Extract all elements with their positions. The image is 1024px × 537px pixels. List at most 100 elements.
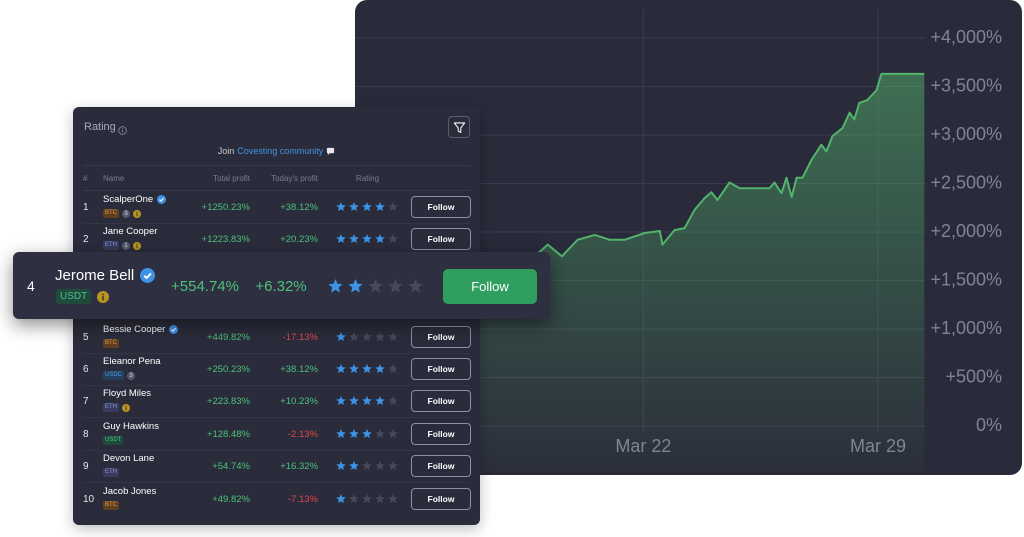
rank: 9	[83, 461, 89, 473]
total-profit: +223.83%	[206, 396, 250, 408]
currency-tag: BTC	[103, 209, 119, 218]
total-profit: +250.23%	[206, 364, 250, 375]
star	[375, 364, 385, 374]
star	[336, 234, 346, 244]
star	[362, 461, 372, 471]
row-tags: USDC 3	[103, 371, 136, 380]
row-tags: ETH	[103, 403, 130, 413]
rating-stars	[336, 493, 398, 503]
row-divider	[83, 352, 470, 354]
follow-button[interactable]: Follow	[443, 269, 537, 304]
star	[349, 202, 359, 212]
star	[349, 331, 359, 341]
follow-button[interactable]: Follow	[411, 487, 471, 510]
today-profit: -2.13%	[287, 428, 318, 440]
rank: 10	[83, 493, 95, 505]
name-line: Jane Cooper	[103, 226, 157, 237]
rank: 4	[27, 278, 35, 294]
rating-stars	[336, 461, 398, 471]
follow-button[interactable]: Follow	[411, 196, 471, 218]
star	[336, 331, 346, 341]
follow-button[interactable]: Follow	[411, 358, 471, 380]
verified-icon	[157, 195, 167, 204]
star	[349, 493, 359, 503]
row-tags: ETH 1	[103, 241, 141, 251]
column-header: #	[83, 174, 88, 183]
trader-name: Jerome Bell	[55, 267, 135, 284]
y-tick-label: +1,000%	[930, 318, 1002, 338]
total-profit: +554.74%	[171, 278, 239, 295]
star	[388, 234, 398, 244]
follow-button[interactable]: Follow	[411, 325, 471, 348]
star	[388, 364, 398, 374]
today-profit: +10.23%	[280, 396, 318, 408]
star	[349, 364, 359, 374]
star	[388, 428, 398, 438]
follow-button[interactable]: Follow	[411, 390, 471, 413]
info-glyph	[118, 126, 127, 135]
warning-badge	[122, 403, 130, 412]
row-tags: USDT	[103, 435, 124, 445]
currency-tag: USDT	[56, 289, 92, 304]
row-divider	[83, 482, 470, 484]
row-tags: ETH	[103, 468, 119, 478]
currency-tag: ETH	[103, 468, 119, 478]
follow-button[interactable]: Follow	[411, 422, 471, 445]
y-tick-label: 0%	[976, 415, 1002, 435]
y-tick-label: +2,500%	[930, 172, 1002, 192]
star	[362, 396, 372, 406]
warning-badge	[133, 241, 141, 250]
rating-stars	[336, 331, 398, 341]
rank: 2	[83, 234, 89, 246]
star	[336, 202, 346, 212]
star	[362, 234, 372, 244]
total-profit: +128.48%	[206, 428, 250, 440]
follow-button[interactable]: Follow	[411, 455, 471, 478]
info-icon	[118, 122, 127, 135]
join-line: Join Covesting community	[73, 146, 480, 156]
column-header: Rating	[355, 174, 380, 183]
rating-value	[336, 364, 398, 374]
star	[388, 396, 398, 406]
trader-name: Bessie Cooper	[103, 323, 166, 335]
community-link[interactable]: Covesting community	[237, 146, 324, 156]
row-tags: BTC 3	[103, 209, 141, 218]
name-line: Eleanor Pena	[103, 356, 161, 367]
star	[336, 428, 346, 438]
trader-name: Eleanor Pena	[103, 356, 161, 367]
rating-stars	[336, 428, 398, 438]
rating-value	[336, 234, 398, 244]
y-tick-label: +3,000%	[930, 124, 1002, 144]
y-tick-label: +500%	[945, 366, 1002, 386]
total-profit: +49.82%	[212, 493, 250, 505]
star	[336, 493, 346, 503]
filter-button[interactable]	[448, 116, 470, 138]
star	[375, 428, 385, 438]
row-tags: USDT	[56, 289, 110, 304]
chat-icon	[327, 147, 335, 155]
star	[388, 202, 398, 212]
star	[348, 279, 363, 293]
currency-tag: ETH	[103, 241, 119, 251]
line	[478, 72, 925, 281]
row-divider	[83, 449, 470, 451]
highlight-row[interactable]: 4 Jerome Bell USDT +554.74% +6.32% Follow	[13, 252, 550, 319]
rank: 1	[83, 202, 89, 213]
rating-value	[336, 331, 398, 341]
trader-name: ScalperOne	[103, 194, 154, 205]
follow-button[interactable]: Follow	[411, 228, 471, 251]
name-line: Devon Lane	[103, 453, 154, 464]
rank: 6	[83, 364, 89, 375]
trader-name: Jacob Jones	[103, 485, 157, 497]
star	[336, 364, 346, 374]
name-line: Bessie Cooper	[103, 323, 179, 335]
total-profit: +1223.83%	[201, 234, 250, 246]
name-line: Floyd Miles	[103, 388, 151, 399]
trader-name: Jane Cooper	[103, 226, 158, 238]
today-profit: +38.12%	[280, 364, 318, 375]
star	[388, 331, 398, 341]
star	[362, 202, 372, 212]
rank: 8	[83, 428, 89, 440]
level-badge: 3	[122, 209, 130, 218]
